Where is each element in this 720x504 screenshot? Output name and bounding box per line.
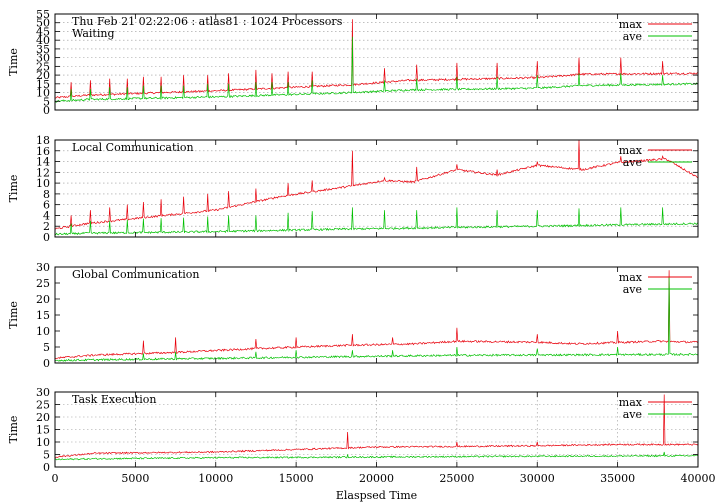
y-tick-label: 5	[43, 341, 50, 354]
y-axis-label: Time	[7, 175, 20, 203]
y-tick-label: 15	[36, 309, 50, 322]
legend-label-max: max	[619, 396, 643, 409]
y-tick-label: 2	[43, 220, 50, 233]
legend-label-max: max	[619, 271, 643, 284]
panel-annotation: Task Execution	[72, 393, 156, 406]
y-tick-label: 12	[36, 166, 50, 179]
series-line-ave	[54, 207, 699, 236]
x-tick-label: 5000	[121, 472, 149, 485]
y-axis-label: Time	[7, 416, 20, 444]
x-tick-label: 10000	[198, 472, 233, 485]
series-line-ave	[54, 276, 699, 362]
y-tick-label: 0	[43, 231, 50, 244]
y-tick-label: 8	[43, 188, 50, 201]
x-tick-label: 0	[52, 472, 59, 485]
y-tick-label: 10	[36, 436, 50, 449]
y-tick-label: 20	[36, 293, 50, 306]
y-tick-label: 15	[36, 424, 50, 437]
panel-annotation: Global Communication	[72, 268, 200, 281]
series-line-max	[54, 19, 699, 99]
y-tick-label: 5	[43, 449, 50, 462]
y-tick-label: 25	[36, 60, 50, 73]
panel-2: 0 5 10 15 20 25 30 Time Global Communication maxa…	[7, 261, 699, 370]
y-tick-label: 30	[36, 386, 50, 399]
panel-annotation: Waiting	[72, 27, 115, 40]
legend-label-ave: ave	[623, 408, 642, 421]
series-line-max	[54, 394, 699, 458]
y-tick-label: 14	[36, 156, 50, 169]
series-line-ave	[54, 451, 699, 461]
x-tick-label: 20000	[359, 472, 394, 485]
y-tick-label: 15	[36, 78, 50, 91]
plot-frame	[54, 266, 699, 364]
legend-label-max: max	[619, 144, 643, 157]
y-tick-label: 25	[36, 399, 50, 412]
y-tick-label: 10	[36, 325, 50, 338]
y-tick-label: 10	[36, 177, 50, 190]
chart-title: Thu Feb 21 02:22:06 : atlas81 : 1024 Pro…	[72, 15, 343, 28]
legend-label-ave: ave	[623, 30, 642, 43]
y-tick-label: 40	[36, 34, 50, 47]
y-tick-label: 25	[36, 277, 50, 290]
plot-frame	[54, 139, 699, 238]
y-tick-label: 50	[36, 17, 50, 30]
x-tick-label: 15000	[279, 472, 314, 485]
y-tick-label: 0	[43, 357, 50, 370]
x-tick-label: 40000	[681, 472, 716, 485]
x-axis-label: Elaspsed Time	[336, 489, 417, 502]
y-axis-label: Time	[7, 301, 20, 329]
legend-label-ave: ave	[623, 156, 642, 169]
y-tick-label: 30	[36, 52, 50, 65]
y-tick-label: 0	[43, 104, 50, 117]
y-tick-label: 4	[43, 209, 50, 222]
y-tick-label: 45	[36, 25, 50, 38]
y-tick-label: 30	[36, 261, 50, 274]
y-tick-label: 55	[36, 8, 50, 21]
y-tick-label: 0	[43, 461, 50, 474]
y-tick-label: 35	[36, 43, 50, 56]
x-tick-label: 35000	[600, 472, 635, 485]
y-tick-label: 20	[36, 69, 50, 82]
y-tick-label: 10	[36, 87, 50, 100]
legend-label-ave: ave	[623, 283, 642, 296]
plot-frame	[54, 13, 699, 111]
series-line-max	[54, 139, 699, 230]
series-line-max	[54, 270, 699, 360]
y-tick-label: 5	[43, 95, 50, 108]
y-tick-label: 20	[36, 411, 50, 424]
x-tick-label: 25000	[439, 472, 474, 485]
legend-label-max: max	[619, 18, 643, 31]
y-tick-label: 16	[36, 145, 50, 158]
y-tick-label: 6	[43, 199, 50, 212]
series-line-ave	[54, 36, 699, 103]
panel-annotation: Local Communication	[72, 141, 194, 154]
y-axis-label: Time	[7, 48, 20, 76]
y-tick-label: 18	[36, 134, 50, 147]
x-tick-label: 30000	[520, 472, 555, 485]
